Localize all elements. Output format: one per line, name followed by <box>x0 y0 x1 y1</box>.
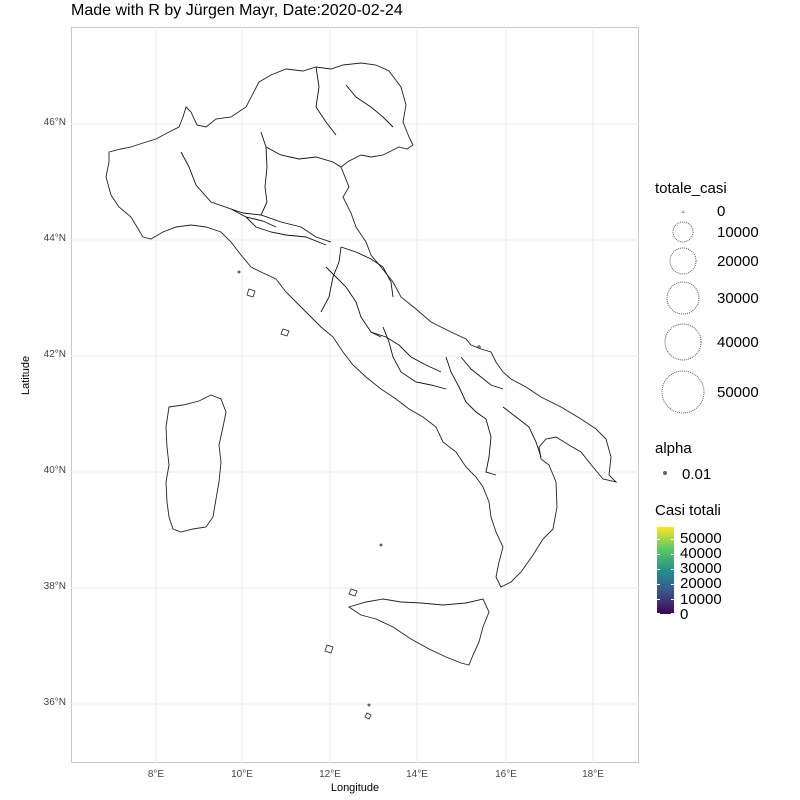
gridlines <box>71 27 639 763</box>
legend-size-label: 0 <box>717 203 726 220</box>
legend-size-label: 30000 <box>717 290 759 307</box>
x-tick-label: 12°E <box>319 769 341 780</box>
sicily-outline <box>347 598 490 666</box>
colorbar <box>657 527 674 614</box>
regional-boundaries <box>180 66 542 476</box>
small-islands <box>237 270 481 720</box>
legend-size-label: 20000 <box>717 253 759 270</box>
y-tick-label: 36°N <box>43 697 66 708</box>
legend-size-label: 40000 <box>717 334 759 351</box>
x-tick-label: 18°E <box>582 769 604 780</box>
legend-alpha-key <box>663 471 667 475</box>
colorbar-label: 0 <box>680 606 689 623</box>
y-tick-label: 44°N <box>43 233 66 244</box>
legend-size-label: 10000 <box>717 224 759 241</box>
y-axis-label: Latitude <box>20 355 32 395</box>
x-tick-label: 16°E <box>495 769 517 780</box>
legend-fill-title: Casi totali <box>655 502 721 519</box>
legend-size-label: 50000 <box>717 384 759 401</box>
colorbar-label: 10000 <box>680 591 722 608</box>
x-tick-label: 10°E <box>231 769 253 780</box>
colorbar-label: 30000 <box>680 560 722 577</box>
y-tick-label: 42°N <box>43 349 66 360</box>
x-tick-label: 8°E <box>147 769 165 780</box>
legend-alpha-label: 0.01 <box>682 466 712 483</box>
legend-alpha-title: alpha <box>655 440 692 457</box>
y-tick-label: 46°N <box>43 117 66 128</box>
colorbar-label: 20000 <box>680 575 722 592</box>
mainland-outline <box>105 62 618 588</box>
legend-size-keys <box>661 210 705 414</box>
x-tick-label: 14°E <box>406 769 428 780</box>
colorbar-label: 40000 <box>680 545 722 562</box>
y-tick-label: 38°N <box>43 581 66 592</box>
colorbar-label: 50000 <box>680 530 722 547</box>
y-tick-label: 40°N <box>43 465 66 476</box>
legend-size-title: totale_casi <box>655 180 727 197</box>
plot-title: Made with R by Jürgen Mayr, Date:2020-02… <box>71 2 403 19</box>
x-axis-label: Longitude <box>330 782 380 794</box>
italy-map <box>71 27 639 763</box>
sardinia-outline <box>165 394 227 533</box>
plot-panel <box>71 27 639 763</box>
